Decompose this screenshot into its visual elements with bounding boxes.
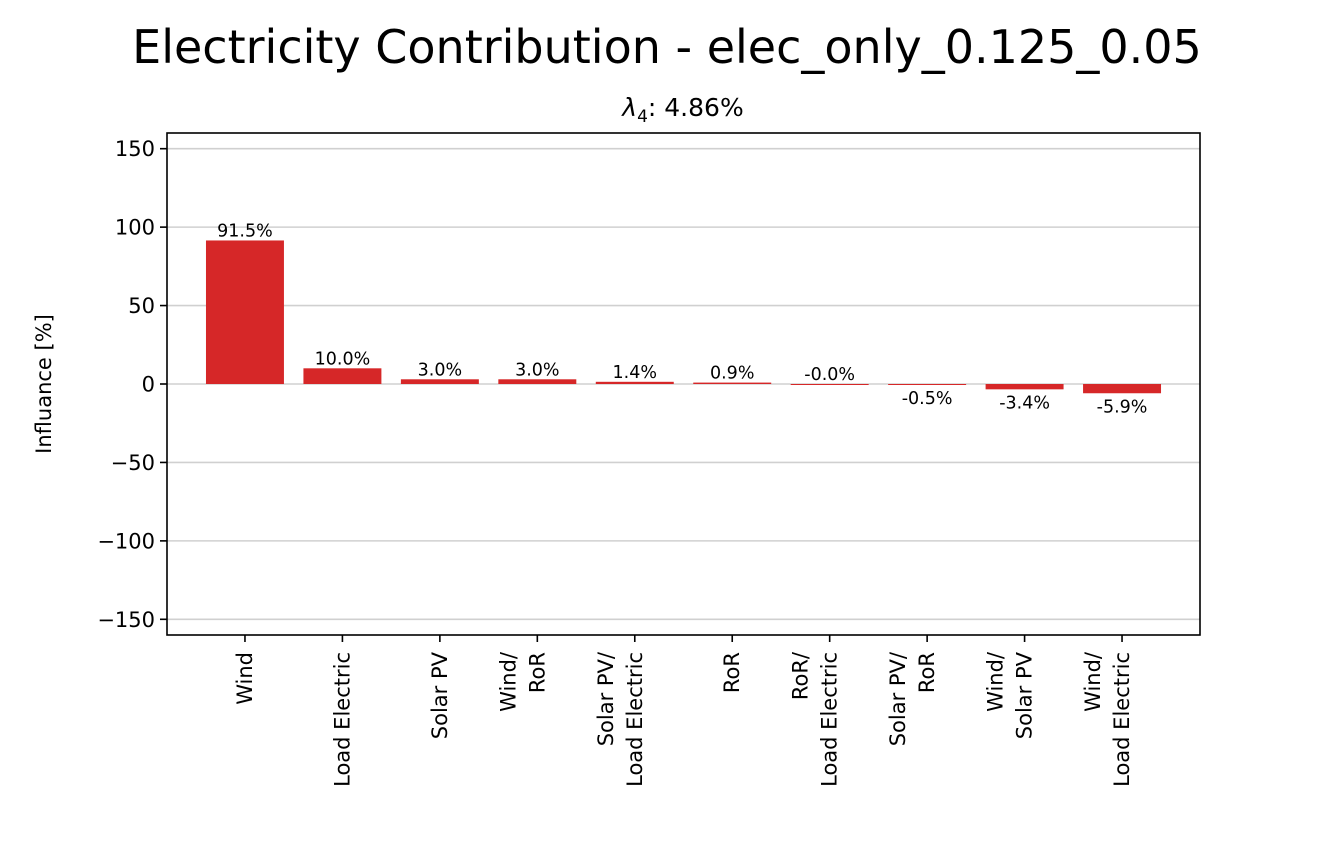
bar (303, 368, 382, 384)
bar (400, 379, 479, 384)
bar (595, 381, 674, 384)
bars (205, 240, 1162, 394)
x-tick-label: RoR (525, 652, 549, 693)
x-tick-label: RoR (720, 652, 744, 693)
y-tick-label: 100 (115, 216, 155, 240)
data-label: 0.9% (710, 364, 754, 384)
data-label: -3.4% (999, 393, 1050, 413)
subtitle-value: : 4.86% (648, 93, 744, 122)
chart-subtitle: λ4: 4.86% (620, 93, 743, 127)
y-tick-label: −150 (97, 608, 155, 632)
bar (498, 379, 577, 384)
y-tick-label: −50 (111, 451, 155, 475)
x-tick-label: Load Electric (623, 652, 647, 787)
x-tick-label: Wind/ (496, 651, 520, 712)
data-label: 1.4% (613, 363, 657, 383)
x-tick-label: Solar PV/ (594, 651, 618, 746)
y-axis-label: Influance [%] (32, 314, 56, 454)
data-label: 91.5% (217, 221, 273, 241)
y-tick-label: 150 (115, 137, 155, 161)
x-axis: Wind Load Electric Solar PV Wind/RoR Solar P… (233, 635, 1134, 787)
x-tick-label: Load Electric (1110, 652, 1134, 787)
data-label: 3.0% (418, 360, 462, 380)
data-label: -5.9% (1097, 397, 1148, 417)
bar (1083, 384, 1162, 394)
data-label: -0.0% (804, 365, 855, 385)
bar (790, 384, 869, 385)
x-tick-label: Solar PV (1013, 651, 1037, 739)
bar (888, 384, 967, 385)
value-labels: 91.5% 10.0% 3.0% 3.0% 1.4% 0.9% -0.0% -0.5% -3.4… (217, 221, 1147, 417)
x-tick-label: Wind/ (1081, 651, 1105, 712)
y-tick-label: 0 (142, 373, 155, 397)
x-tick-label: Wind (233, 652, 257, 705)
subtitle-symbol: λ (620, 93, 637, 122)
x-tick-label: RoR/ (789, 651, 813, 700)
x-tick-label: Solar PV/ (886, 651, 910, 746)
data-label: 3.0% (515, 360, 559, 380)
bar (985, 384, 1064, 390)
x-tick-label: RoR (915, 652, 939, 693)
data-label: -0.5% (902, 389, 953, 409)
y-tick-label: 50 (128, 294, 155, 318)
chart-title: Electricity Contribution - elec_only_0.1… (132, 20, 1202, 74)
y-axis: 150 100 50 0 −50 −100 −150 (97, 137, 167, 632)
data-label: 10.0% (315, 349, 371, 369)
subtitle-subscript: 4 (637, 107, 648, 127)
x-tick-label: Wind/ (984, 651, 1008, 712)
bar (205, 240, 284, 384)
x-tick-label: Load Electric (330, 652, 354, 787)
y-tick-label: −100 (97, 529, 155, 553)
x-tick-label: Load Electric (818, 652, 842, 787)
bar (693, 382, 772, 384)
x-tick-label: Solar PV (428, 651, 452, 739)
